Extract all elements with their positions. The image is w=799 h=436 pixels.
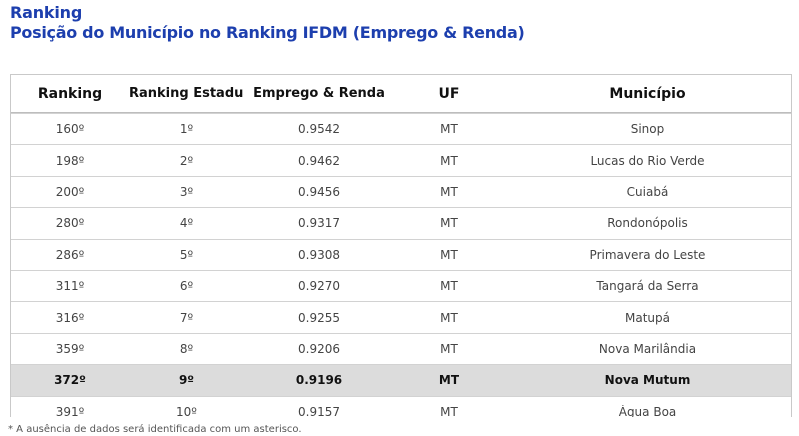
cell-emprego-renda: 0.9196 (295, 373, 343, 388)
cell-municipio: Nova Marilândia (598, 341, 697, 356)
cell-uf: MT (440, 216, 458, 231)
cell-emprego-renda: 0.9317 (298, 216, 340, 231)
cell-municipio: Rondonópolis (607, 216, 688, 231)
cell-ranking: 316º (55, 310, 85, 325)
table-row: 316º 7º 0.9255 MT Matupá (11, 301, 791, 332)
cell-uf: MT (440, 153, 458, 168)
header-emprego-renda: Emprego & Renda (253, 86, 385, 101)
cell-ranking-estadual: 5º (179, 247, 194, 262)
cell-ranking: 200º (55, 184, 85, 199)
cell-uf: MT (438, 373, 460, 388)
cell-ranking-estadual: 2º (179, 153, 194, 168)
header-ranking-estadual: Ranking Estadual (129, 86, 244, 101)
cell-uf: MT (440, 310, 458, 325)
cell-municipio: Tangará da Serra (596, 279, 699, 294)
cell-municipio: Cuiabá (626, 184, 669, 199)
cell-emprego-renda: 0.9308 (298, 247, 340, 262)
footnote: * A ausência de dados será identificada … (8, 424, 302, 435)
cell-emprego-renda: 0.9462 (298, 153, 340, 168)
cell-uf: MT (440, 122, 458, 137)
cell-ranking-estadual: 1º (179, 122, 194, 137)
table-header-row: Ranking Ranking Estadual Emprego & Renda… (11, 75, 791, 113)
cell-emprego-renda: 0.9255 (298, 310, 340, 325)
cell-ranking: 391º (55, 404, 85, 417)
table-row: 200º 3º 0.9456 MT Cuiabá (11, 175, 791, 207)
table-row-highlighted: 372º 9º 0.9196 MT Nova Mutum (11, 364, 791, 396)
cell-ranking: 311º (55, 279, 85, 294)
cell-emprego-renda: 0.9456 (298, 184, 340, 199)
cell-ranking-estadual: 6º (179, 279, 194, 294)
cell-ranking-estadual: 3º (179, 184, 194, 199)
table-row: 160º 1º 0.9542 MT Sinop (11, 113, 791, 144)
cell-uf: MT (440, 184, 458, 199)
cell-ranking-estadual: 7º (179, 310, 194, 325)
table-row: 311º 6º 0.9270 MT Tangará da Serra (11, 269, 791, 301)
table-row: 359º 8º 0.9206 MT Nova Marilândia (11, 332, 791, 364)
cell-emprego-renda: 0.9157 (298, 404, 340, 417)
cell-ranking: 372º (54, 373, 86, 388)
cell-uf: MT (440, 247, 458, 262)
cell-ranking-estadual: 9º (178, 373, 195, 388)
table-row: 198º 2º 0.9462 MT Lucas do Rio Verde (11, 144, 791, 175)
table-row: 286º 5º 0.9308 MT Primavera do Leste (11, 238, 791, 270)
cell-municipio: Nova Mutum (604, 373, 691, 388)
header-municipio: Município (609, 85, 686, 102)
cell-ranking-estadual: 4º (179, 216, 194, 231)
cell-municipio: Matupá (625, 310, 670, 325)
cell-ranking-estadual: 8º (179, 341, 194, 356)
cell-emprego-renda: 0.9206 (298, 341, 340, 356)
cell-ranking-estadual: 10º (176, 404, 197, 417)
cell-emprego-renda: 0.9542 (298, 122, 340, 137)
cell-ranking: 286º (55, 247, 85, 262)
header-uf: UF (438, 85, 460, 102)
table-row: 280º 4º 0.9317 MT Rondonópolis (11, 207, 791, 238)
cell-ranking: 280º (55, 216, 85, 231)
cell-ranking: 198º (55, 153, 85, 168)
cell-municipio: Sinop (630, 122, 665, 137)
cell-uf: MT (440, 404, 458, 417)
cell-municipio: Lucas do Rio Verde (590, 153, 705, 168)
cell-uf: MT (440, 341, 458, 356)
cell-uf: MT (440, 279, 458, 294)
table-row: 391º 10º 0.9157 MT Água Boa (11, 395, 791, 417)
ranking-table[interactable]: Ranking Ranking Estadual Emprego & Renda… (10, 74, 792, 417)
header-ranking: Ranking (37, 85, 103, 102)
cell-ranking: 359º (55, 341, 85, 356)
page-title: Ranking (10, 3, 83, 22)
cell-emprego-renda: 0.9270 (298, 279, 340, 294)
cell-municipio: Primavera do Leste (589, 247, 706, 262)
cell-ranking: 160º (55, 122, 85, 137)
cell-municipio: Água Boa (618, 404, 677, 417)
page-subtitle: Posição do Município no Ranking IFDM (Em… (10, 23, 525, 42)
